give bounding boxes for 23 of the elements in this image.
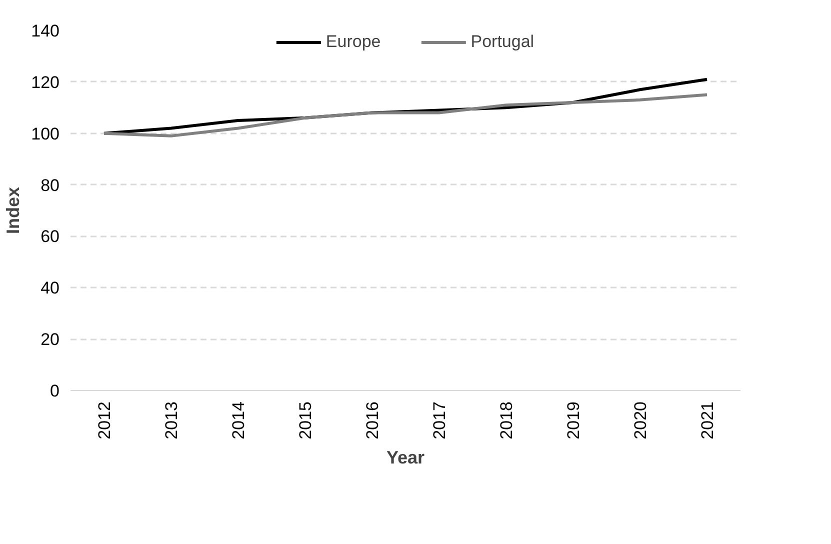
x-tick-label: 2013 [162, 401, 181, 440]
y-tick-label: 60 [40, 227, 60, 246]
x-tick-label: 2018 [497, 401, 516, 440]
x-tick-label: 2014 [229, 401, 248, 440]
y-tick-label: 100 [31, 124, 60, 144]
x-axis-title: Year [386, 447, 425, 468]
x-tick-label: 2019 [564, 401, 583, 440]
x-tick-label: 2012 [95, 401, 114, 440]
y-tick-label: 40 [40, 278, 60, 298]
x-tick-label: 2016 [363, 401, 382, 440]
y-tick-label: 120 [31, 72, 60, 92]
legend-label: Europe [326, 32, 381, 52]
legend-label: Portugal [470, 32, 534, 52]
line-series [102, 93, 708, 138]
x-tick-label: 2020 [631, 401, 650, 440]
x-tick-label: 2021 [698, 401, 717, 440]
y-tick-label: 20 [40, 330, 60, 350]
y-tick-label: 80 [40, 176, 60, 195]
y-axis-title: Index [3, 186, 24, 234]
y-tick-label: 140 [31, 22, 60, 40]
x-tick-label: 2015 [296, 401, 315, 440]
y-tick-label: 0 [50, 382, 60, 400]
x-tick-label: 2017 [430, 401, 449, 440]
